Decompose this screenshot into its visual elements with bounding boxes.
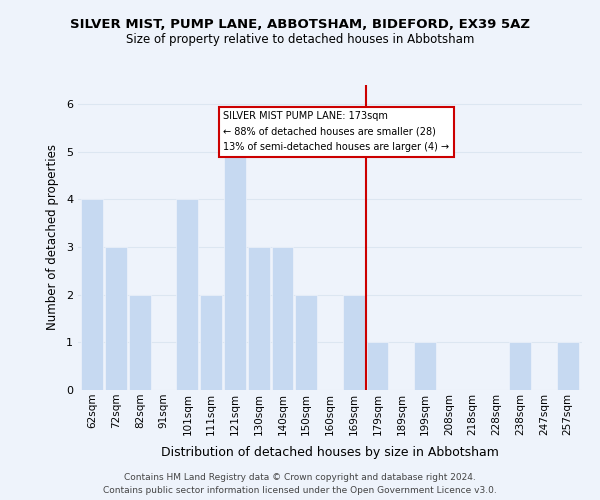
Text: SILVER MIST, PUMP LANE, ABBOTSHAM, BIDEFORD, EX39 5AZ: SILVER MIST, PUMP LANE, ABBOTSHAM, BIDEF…: [70, 18, 530, 30]
Bar: [248, 247, 269, 390]
Bar: [367, 342, 388, 390]
Bar: [200, 294, 222, 390]
Bar: [105, 247, 127, 390]
X-axis label: Distribution of detached houses by size in Abbotsham: Distribution of detached houses by size …: [161, 446, 499, 459]
Y-axis label: Number of detached properties: Number of detached properties: [46, 144, 59, 330]
Text: Contains HM Land Registry data © Crown copyright and database right 2024.
Contai: Contains HM Land Registry data © Crown c…: [103, 473, 497, 495]
Bar: [272, 247, 293, 390]
Bar: [557, 342, 578, 390]
Text: SILVER MIST PUMP LANE: 173sqm
← 88% of detached houses are smaller (28)
13% of s: SILVER MIST PUMP LANE: 173sqm ← 88% of d…: [223, 111, 449, 152]
Text: Size of property relative to detached houses in Abbotsham: Size of property relative to detached ho…: [126, 32, 474, 46]
Bar: [414, 342, 436, 390]
Bar: [295, 294, 317, 390]
Bar: [129, 294, 151, 390]
Bar: [509, 342, 531, 390]
Bar: [224, 152, 246, 390]
Bar: [343, 294, 365, 390]
Bar: [176, 200, 198, 390]
Bar: [82, 200, 103, 390]
